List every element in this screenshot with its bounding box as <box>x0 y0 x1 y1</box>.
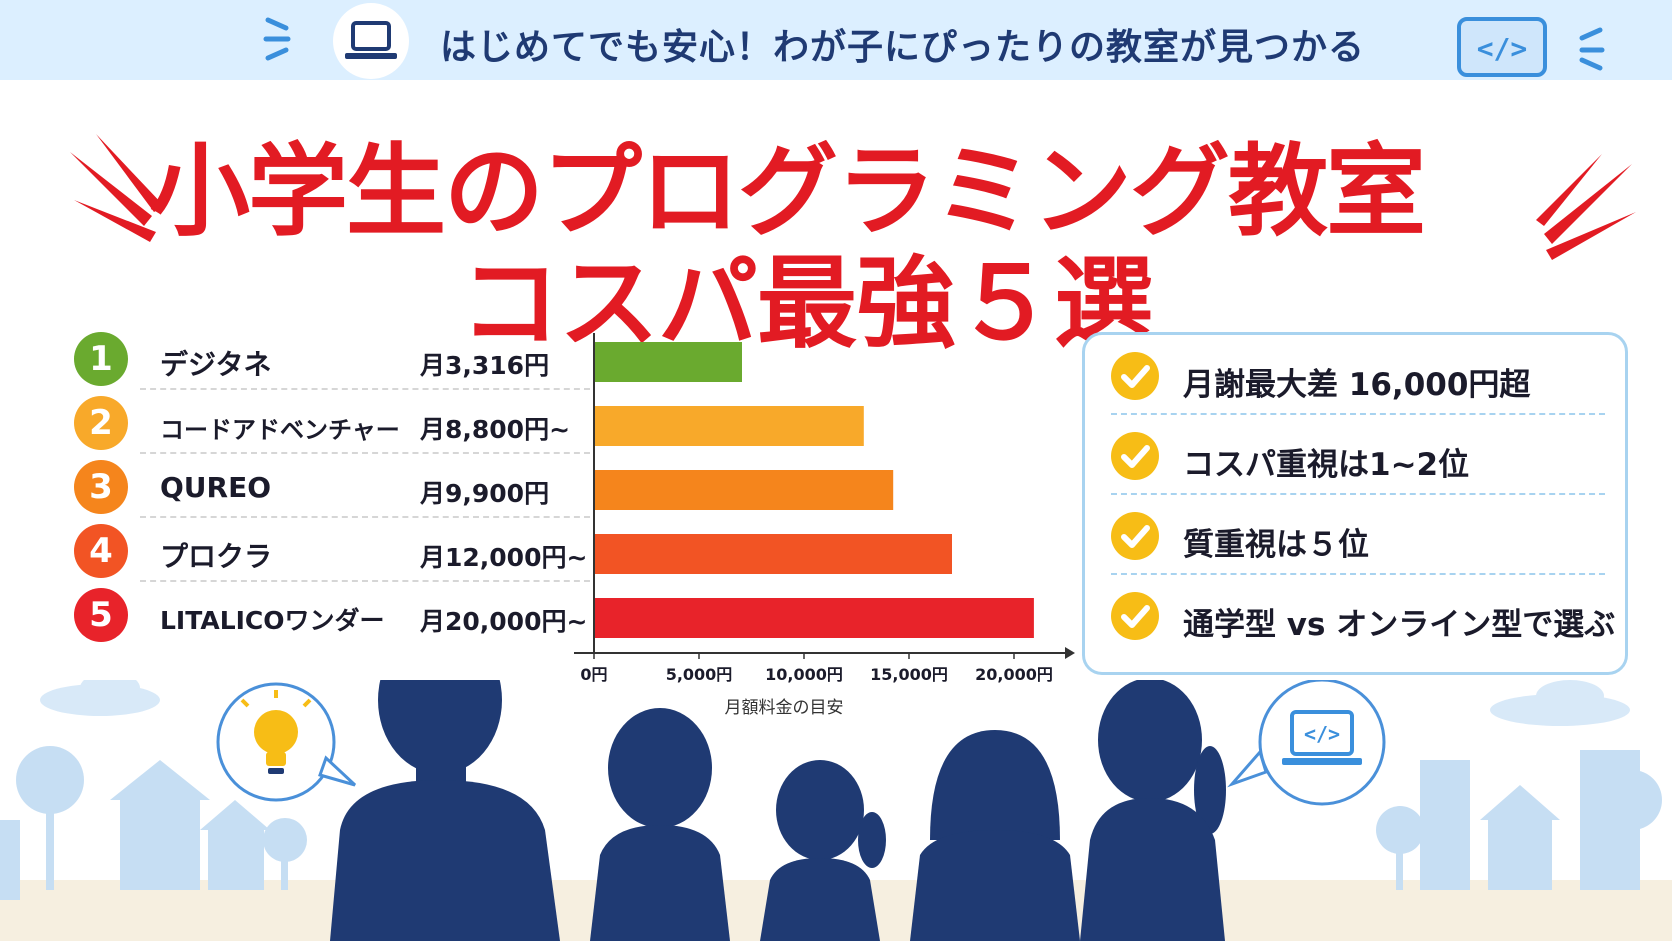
father-silhouette <box>330 680 560 941</box>
row-divider <box>140 516 590 518</box>
burst-left-icon <box>263 17 291 61</box>
point-text: コスパ重視は1~2位 <box>1183 447 1470 483</box>
x-tick-label: 15,000円 <box>870 665 948 684</box>
laptop-bubble: </> <box>1227 680 1386 806</box>
title-burst-right <box>1536 154 1636 260</box>
houses-left <box>0 746 307 900</box>
laptop-code-icon: </> <box>1282 710 1362 765</box>
rank-badge: 1 <box>74 332 128 386</box>
check-icon <box>1111 432 1159 480</box>
lightbulb-bubble <box>216 682 357 802</box>
title-burst-left <box>70 134 160 242</box>
key-points-card: 月謝最大差 16,000円超 コスパ重視は1~2位 質重視は５位 通学型 vs … <box>1082 332 1628 675</box>
check-icon <box>1111 512 1159 560</box>
school-name: コードアドベンチャー <box>160 416 400 444</box>
family-illustration: </> <box>0 680 1672 941</box>
houses-right <box>1376 750 1662 890</box>
monthly-price: 月3,316円 <box>420 351 550 380</box>
cloud-icon <box>1490 680 1630 726</box>
x-tick-label: 5,000円 <box>666 665 733 684</box>
point-text: 質重視は５位 <box>1183 527 1369 563</box>
girl-ponytail-silhouette <box>760 760 886 941</box>
point-item: 質重視は５位 <box>1111 495 1605 575</box>
check-icon <box>1111 592 1159 640</box>
code-icon: </> <box>1457 17 1547 77</box>
monthly-price: 月9,900円 <box>420 479 550 508</box>
rank-badge: 5 <box>74 588 128 642</box>
bar-1 <box>595 342 742 382</box>
bar-4 <box>595 534 952 574</box>
svg-text:</>: </> <box>1304 722 1340 746</box>
school-name: デジタネ <box>160 348 272 381</box>
school-name: プロクラ <box>160 540 273 573</box>
mother-silhouette <box>1080 680 1226 941</box>
point-text: 月謝最大差 16,000円超 <box>1183 367 1531 403</box>
main-title-line1: 小学生のプログラミング教室 <box>150 133 1426 250</box>
rank-badge: 2 <box>74 396 128 450</box>
laptop-badge <box>333 3 409 79</box>
bar-3 <box>595 470 894 510</box>
rank-badge: 4 <box>74 524 128 578</box>
girl-silhouette <box>910 730 1080 941</box>
top-banner: はじめてでも安心！わが子にぴったりの教室が見つかる </> <box>0 0 1672 80</box>
x-tick-label: 0円 <box>580 665 607 684</box>
row-divider <box>140 452 590 454</box>
cloud-icon <box>40 680 160 716</box>
monthly-price: 月8,800円~ <box>420 415 571 444</box>
rank-badge: 3 <box>74 460 128 514</box>
x-axis-label: 月額料金の目安 <box>725 698 844 718</box>
check-icon <box>1111 352 1159 400</box>
point-item: コスパ重視は1~2位 <box>1111 415 1605 495</box>
point-divider <box>1111 493 1605 495</box>
ranking-row: 2 コードアドベンチャー 月8,800円~ <box>70 394 590 454</box>
ranking-row: 1 デジタネ 月3,316円 <box>70 330 590 390</box>
monthly-price: 月12,000円~ <box>420 543 588 572</box>
school-name: QUREO <box>160 471 272 504</box>
bar-5 <box>595 598 1034 638</box>
x-axis-arrow <box>1065 647 1075 659</box>
svg-text:</>: </> <box>1477 32 1528 65</box>
ranking-row: 3 QUREO 月9,900円 <box>70 458 590 518</box>
point-item: 通学型 vs オンライン型で選ぶ <box>1111 575 1615 655</box>
main-title-line2: コスパ最強５選 <box>460 245 1154 362</box>
row-divider <box>140 388 590 390</box>
row-divider <box>140 580 590 582</box>
ranking-row: 4 プロクラ 月12,000円~ <box>70 522 590 582</box>
laptop-icon <box>345 21 397 59</box>
monthly-price: 月20,000円~ <box>420 607 588 636</box>
x-tick-label: 10,000円 <box>765 665 843 684</box>
burst-right-icon <box>1579 27 1605 71</box>
point-text: 通学型 vs オンライン型で選ぶ <box>1183 607 1616 643</box>
ranking-row: 5 LITALICOワンダー 月20,000円~ <box>70 586 590 646</box>
point-divider <box>1111 573 1605 575</box>
point-item: 月謝最大差 16,000円超 <box>1111 335 1605 415</box>
boy-silhouette <box>590 708 730 941</box>
lightbulb-icon <box>240 690 312 774</box>
school-name: LITALICOワンダー <box>160 606 385 635</box>
header-subtitle: はじめてでも安心！わが子にぴったりの教室が見つかる <box>440 27 1366 68</box>
x-tick-label: 20,000円 <box>975 665 1053 684</box>
point-divider <box>1111 413 1605 415</box>
bar-2 <box>595 406 864 446</box>
